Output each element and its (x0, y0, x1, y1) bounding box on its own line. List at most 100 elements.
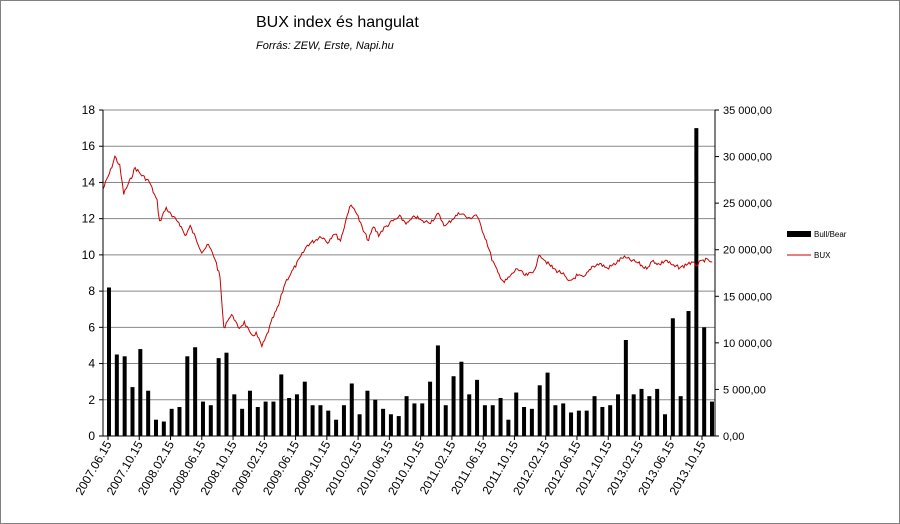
bull-bear-bar (608, 405, 613, 436)
bull-bear-bar (623, 340, 628, 436)
bux-line-path (102, 155, 713, 349)
bull-bear-bar (404, 396, 409, 436)
bull-bear-bar (435, 345, 440, 436)
bull-bear-bar (506, 419, 511, 436)
bull-bear-bar (467, 394, 472, 436)
bull-bear-bar (247, 390, 252, 436)
bull-bear-bar (271, 401, 276, 436)
bull-bear-bar (459, 361, 464, 436)
bull-bear-bar (373, 399, 378, 436)
bull-bear-bar (224, 352, 229, 436)
bull-bear-bar (631, 394, 636, 436)
bull-bear-bar (193, 347, 198, 436)
bull-bear-bar (412, 403, 417, 436)
y-right-tick-label: 30 000,00 (723, 152, 772, 164)
bull-bear-bar (561, 403, 566, 436)
bull-bear-bar (208, 405, 213, 436)
plot-area (103, 110, 715, 436)
bull-bear-bar (310, 405, 315, 436)
y-right-tick-label: 20 000,00 (723, 245, 772, 257)
x-axis-labels: 2007.06.152007.10.152008.02.152008.06.15… (72, 438, 708, 497)
bull-bear-bar (569, 412, 574, 436)
bull-bear-bar (451, 376, 456, 436)
bull-bear-bar (326, 410, 331, 436)
bull-bear-bar (576, 410, 581, 436)
legend: Bull/Bear BUX (787, 230, 847, 260)
y-left-tick-label: 2 (88, 393, 95, 407)
legend-label-bull-bear: Bull/Bear (814, 230, 847, 239)
bull-bear-bar (216, 358, 221, 436)
bull-bear-bar (169, 408, 174, 436)
bull-bear-bar (639, 388, 644, 436)
bull-bear-bars (107, 128, 714, 437)
bull-bear-bar (686, 311, 691, 436)
bull-bear-bar (341, 405, 346, 436)
chart-subtitle: Forrás: ZEW, Erste, Napi.hu (256, 40, 394, 52)
bull-bear-bar (161, 421, 166, 436)
y-left-tick-label: 6 (88, 320, 95, 334)
bull-bear-bar (537, 385, 542, 436)
bull-bear-bar (475, 379, 480, 436)
bull-bear-bar (107, 287, 111, 436)
bull-bear-bar (138, 349, 143, 436)
bull-bear-bar (498, 397, 503, 436)
bull-bear-bar (279, 374, 284, 436)
bull-bear-bar (545, 372, 550, 436)
bull-bear-bar (240, 408, 245, 436)
y-left-tick-label: 16 (82, 139, 96, 153)
y-right-tick-label: 0,00 (723, 431, 744, 443)
bull-bear-bar (130, 387, 135, 436)
bull-bear-bar (522, 407, 527, 436)
bull-bear-bar (146, 390, 151, 436)
y-left-tick-label: 4 (88, 357, 95, 371)
bull-bear-bar (710, 401, 714, 436)
legend-label-bux: BUX (814, 251, 831, 260)
y-left-tick-label: 14 (82, 175, 96, 189)
y-right-tick-label: 15 000,00 (723, 291, 772, 303)
legend-swatch-bull-bear (787, 231, 811, 237)
bull-bear-bar (114, 354, 119, 436)
bull-bear-bar (365, 390, 370, 436)
bull-bear-bar (592, 396, 597, 436)
bull-bear-bar (647, 396, 652, 436)
bull-bear-bar (287, 397, 292, 436)
y-right-tick-label: 5 000,00 (723, 384, 766, 396)
y-left-tick-label: 8 (88, 284, 95, 298)
y-axis-right-labels: 0,00 5 000,00 10 000,00 15 000,00 20 000,00 2… (723, 105, 772, 443)
bull-bear-bar (396, 416, 401, 436)
bull-bear-bar (663, 414, 668, 436)
bull-bear-bar (381, 408, 386, 436)
plot-background (103, 110, 715, 436)
bull-bear-bar (428, 381, 433, 436)
bull-bear-bar (357, 414, 362, 436)
bull-bear-bar (702, 327, 707, 436)
bull-bear-bar (670, 318, 675, 436)
bull-bear-bar (678, 396, 683, 436)
bull-bear-bar (529, 408, 534, 436)
bull-bear-bar (388, 414, 393, 436)
bull-bear-bar (200, 401, 205, 436)
y-right-tick-label: 35 000,00 (723, 105, 772, 117)
bull-bear-bar (153, 419, 158, 436)
bull-bear-bar (177, 407, 182, 436)
bull-bear-bar (185, 356, 190, 436)
bull-bear-bar (318, 405, 323, 436)
bull-bear-bar (122, 356, 127, 436)
bull-bear-bar (349, 383, 354, 436)
bull-bear-bar (263, 401, 268, 436)
bull-bear-bar (616, 394, 621, 436)
bull-bear-bar (232, 394, 237, 436)
bull-bear-bar (655, 388, 660, 436)
bull-bear-bar (514, 392, 519, 436)
y-axis-left-labels: 0 2 4 6 8 10 12 14 16 18 (82, 103, 96, 443)
bull-bear-bar (294, 394, 299, 436)
y-right-tick-label: 10 000,00 (723, 338, 772, 350)
chart-title: BUX index és hangulat (256, 14, 419, 31)
bull-bear-bar (334, 419, 339, 436)
bull-bear-bar (443, 405, 448, 436)
y-right-tick-label: 25 000,00 (723, 198, 772, 210)
bull-bear-bar (584, 410, 589, 436)
bull-bear-bar (482, 405, 487, 436)
y-left-tick-label: 18 (82, 103, 96, 117)
